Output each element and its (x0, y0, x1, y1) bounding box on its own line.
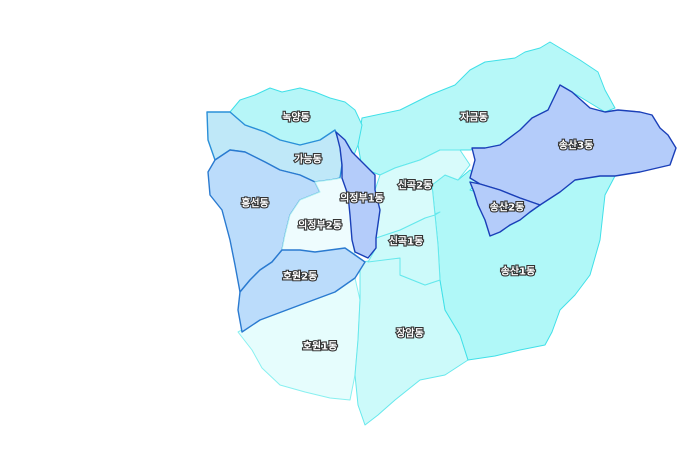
district-uijeongbu1[interactable] (335, 131, 381, 259)
district-songsan1[interactable] (431, 169, 616, 361)
district-songsan2[interactable] (469, 181, 541, 237)
district-hoewon2[interactable] (237, 247, 366, 333)
